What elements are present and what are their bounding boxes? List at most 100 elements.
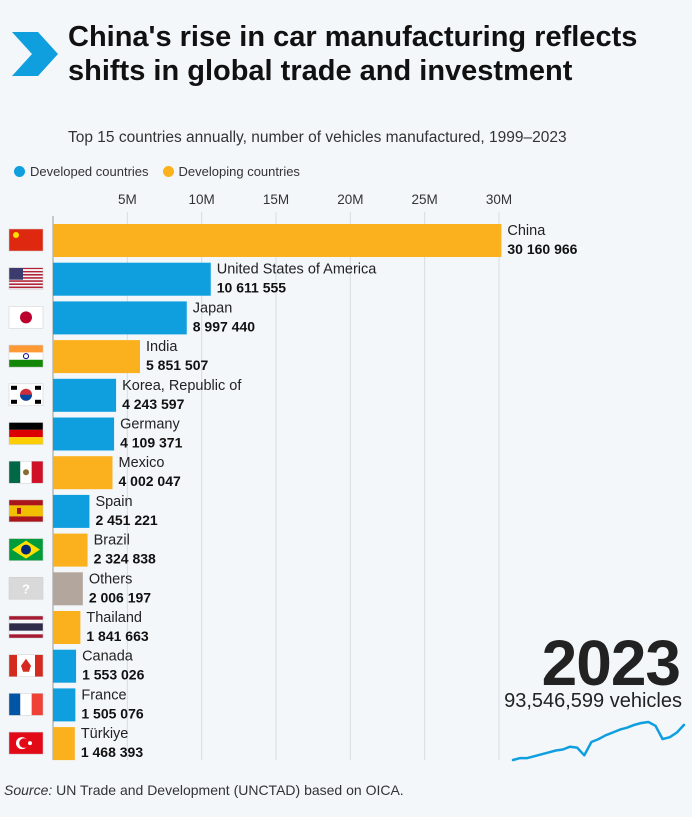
bar-value-label: 8 997 440 <box>193 318 255 334</box>
bar-value-label: 30 160 966 <box>507 241 577 257</box>
flag-border <box>8 383 44 407</box>
bar-category-label: India <box>146 339 178 355</box>
year-display: 2023 <box>541 627 681 699</box>
bar-category-label: Spain <box>95 494 132 510</box>
brazil-flag-icon <box>8 538 44 561</box>
bar-value-label: 4 109 371 <box>120 435 182 451</box>
bar-value-label: 1 505 076 <box>81 705 143 721</box>
source-prefix: Source: <box>4 782 53 798</box>
tick-label: 5M <box>118 192 137 207</box>
germany-flag-icon <box>8 422 44 445</box>
legend-label-developed: Developed countries <box>30 164 149 179</box>
flag-trigram <box>35 385 41 390</box>
bar-value-label: 5 851 507 <box>146 357 208 373</box>
turkiye-flag-icon <box>8 731 44 755</box>
flag-part <box>9 359 43 368</box>
legend-item-developing: Developing countries <box>162 164 300 179</box>
bar <box>53 688 76 722</box>
flag-question: ? <box>22 581 30 596</box>
flag-star <box>28 741 32 746</box>
spain-flag-icon <box>8 499 44 523</box>
flag-part <box>9 499 43 506</box>
flag-part <box>31 693 43 716</box>
flag-border <box>8 228 44 252</box>
flag-border <box>8 267 44 290</box>
chart-title: China's rise in car manufacturing reflec… <box>68 21 638 87</box>
flag-border <box>8 460 44 484</box>
flag-part <box>9 422 43 430</box>
flag-star <box>13 232 19 238</box>
flag-part <box>9 352 43 360</box>
flag-trigram <box>35 399 41 404</box>
bar <box>53 611 81 644</box>
flag-border <box>8 306 44 329</box>
bar <box>53 727 75 761</box>
bar-category-label: Korea, Republic of <box>122 378 242 394</box>
flag-border <box>8 693 44 716</box>
thailand-flag-icon <box>8 615 44 639</box>
bar-value-label: 10 611 555 <box>217 280 287 296</box>
flag-canton <box>9 267 23 280</box>
tick-label: 30M <box>486 192 512 207</box>
flag-part <box>35 654 43 677</box>
india-flag-icon <box>8 344 44 368</box>
bar-value-label: 2 006 197 <box>89 589 151 605</box>
flag-stripe <box>9 283 43 285</box>
flag-border <box>8 499 44 523</box>
unknown-flag-icon: ? <box>8 577 44 600</box>
bar <box>53 301 187 335</box>
bar-category-label: Canada <box>82 649 134 665</box>
flag-part <box>20 693 32 716</box>
france-flag-icon <box>8 693 44 716</box>
japan-flag-icon <box>8 306 44 329</box>
bar <box>53 417 115 451</box>
bar <box>53 572 83 606</box>
flag-taeguk-blue <box>20 394 32 401</box>
flag-stripe <box>9 269 43 271</box>
source-note: Source: UN Trade and Development (UNCTAD… <box>4 782 404 798</box>
bar-category-label: United States of America <box>217 262 378 278</box>
bar-category-label: Brazil <box>94 533 130 549</box>
tick-label: 20M <box>337 192 363 207</box>
flag-emblem <box>17 507 21 514</box>
flag-part <box>9 505 43 517</box>
flag-part <box>9 429 43 438</box>
flag-border <box>8 422 44 445</box>
bar <box>53 340 140 374</box>
flag-part <box>9 437 43 445</box>
bar <box>53 378 117 412</box>
bar-category-label: Türkiye <box>81 726 129 742</box>
flag-disc <box>20 311 32 324</box>
flag-part <box>9 577 43 600</box>
flag-stripe <box>9 277 43 279</box>
flag-border <box>8 577 44 600</box>
legend: Developed countries Developing countries <box>14 164 300 179</box>
flag-part <box>9 345 43 353</box>
flag-border <box>8 654 44 677</box>
total-vehicles: 93,546,599 vehicles <box>504 690 682 712</box>
bar <box>53 456 113 490</box>
trend-sparkline <box>511 720 686 762</box>
brand-chevron-icon <box>12 32 58 76</box>
tick-label: 25M <box>412 192 438 207</box>
bar-value-label: 2 324 838 <box>94 551 156 567</box>
flag-stripe <box>9 280 43 282</box>
tick-label: 10M <box>189 192 215 207</box>
bar-category-label: Mexico <box>118 455 164 471</box>
flag-border <box>8 538 44 561</box>
bar-value-label: 4 002 047 <box>118 473 180 489</box>
bar-value-label: 1 553 026 <box>82 667 144 683</box>
legend-dot-developed <box>14 166 25 177</box>
canada-flag-icon <box>8 654 44 677</box>
legend-dot-developing <box>162 166 174 177</box>
flag-border <box>8 615 44 639</box>
bar-value-label: 1 841 663 <box>86 628 148 644</box>
bar-category-label: Germany <box>120 417 180 433</box>
legend-item-developed: Developed countries <box>14 164 149 179</box>
flag-stripe <box>9 273 43 276</box>
bar-chart: 5M 10M 15M 20M 25M 30M China 30 160 966 United S… <box>8 192 686 762</box>
flag-border <box>8 344 44 368</box>
bar-category-label: Japan <box>193 300 233 316</box>
flag-part <box>9 229 43 251</box>
flag-part <box>9 516 43 522</box>
